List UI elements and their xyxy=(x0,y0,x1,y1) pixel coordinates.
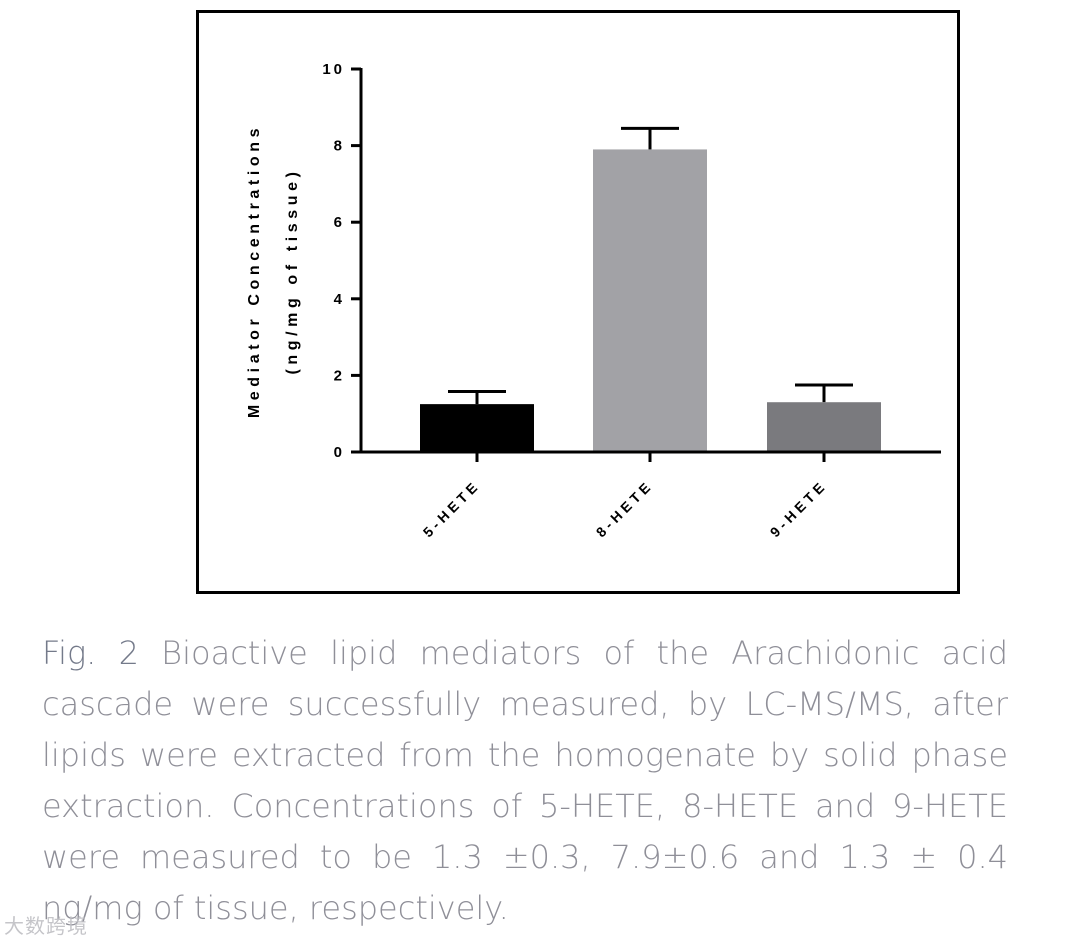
caption-text: Bioactive lipid mediators of the Arachid… xyxy=(42,634,1009,927)
watermark: 大数跨境 xyxy=(4,914,88,938)
bar-5-HETE xyxy=(420,404,534,452)
bar-9-HETE xyxy=(767,402,881,452)
bar-8-HETE xyxy=(593,149,707,452)
y-axis-title-units: (ng/mg of tissue) xyxy=(284,167,301,374)
figure-label: Fig. 2 xyxy=(42,634,139,672)
figure-caption: Fig. 2 Bioactive lipid mediators of the … xyxy=(42,628,1008,934)
y-tick-label: 4 xyxy=(334,291,345,308)
y-tick-label: 10 xyxy=(322,61,345,78)
x-tick-label: 5-HETE xyxy=(420,477,483,540)
x-tick-label: 9-HETE xyxy=(767,477,830,540)
y-axis-title: Mediator Concentrations xyxy=(246,124,263,418)
y-tick-label: 6 xyxy=(334,214,345,231)
y-tick-label: 2 xyxy=(334,367,345,384)
chart-frame: 0 2 4 6 8 10 5-HETE 8-HETE 9-HETE Mediator Concen… xyxy=(196,10,960,594)
bar-chart: 0 2 4 6 8 10 5-HETE 8-HETE 9-HETE Mediator Concen… xyxy=(246,61,941,540)
y-tick-label: 0 xyxy=(334,444,345,461)
x-tick-label: 8-HETE xyxy=(593,477,656,540)
y-tick-label: 8 xyxy=(334,138,345,155)
